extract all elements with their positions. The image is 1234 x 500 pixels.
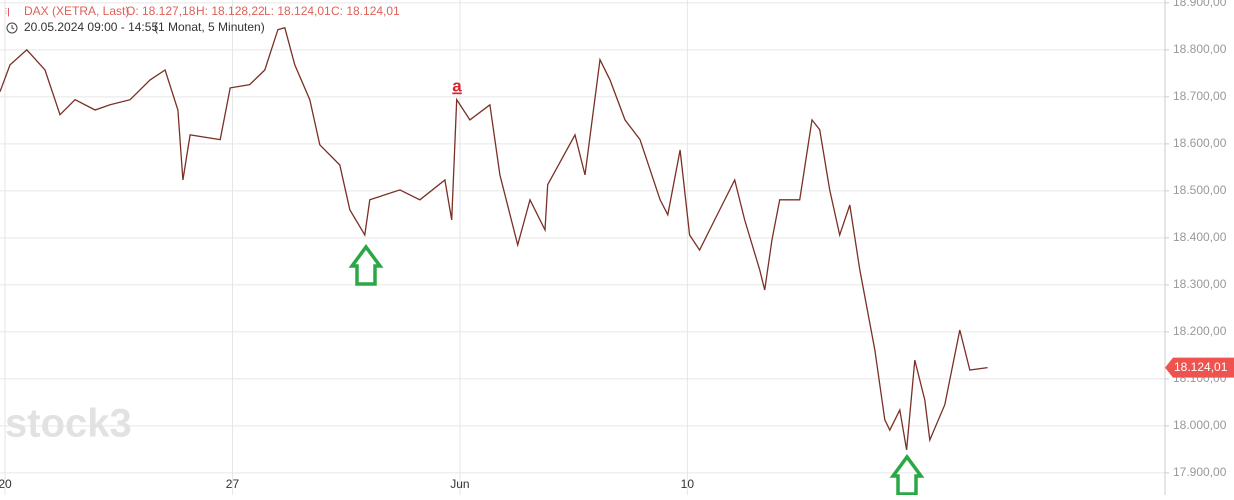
arrow-up [348,244,384,286]
y-tick-label: 18.700,00 [1173,89,1227,103]
x-tick-label: 20 [0,477,12,491]
period: 20.05.2024 09:00 - 14:55 [24,20,158,34]
ohlc: C: 18.124,01 [331,4,400,18]
clock-icon [11,25,15,30]
header: ⫶| DAX (XETRA, Last) O: 18.127,18 H: 18.… [5,4,400,34]
icon: ⫶| [5,6,10,16]
y-tick-label: 18.600,00 [1173,136,1227,150]
instrument: DAX (XETRA, Last) [24,4,129,18]
ohlc: O: 18.127,18 [126,4,196,18]
current-price-marker [1165,357,1234,378]
ohlc: L: 18.124,01 [264,4,331,18]
x-tick-label: 10 [681,477,695,491]
clock-icon [6,22,18,34]
interval: (1 Monat, 5 Minuten) [154,20,265,34]
y-tick-label: 18.400,00 [1173,230,1227,244]
price-line [0,26,988,451]
y-tick-label: 18.200,00 [1173,324,1227,338]
y-tick-label: 18.500,00 [1173,183,1227,197]
y-tick-label: 17.900,00 [1173,465,1227,479]
watermark: stock3 [5,402,132,446]
y-tick-label: 18.800,00 [1173,42,1227,56]
y-tick-label: 18.300,00 [1173,277,1227,291]
ohlc: H: 18.128,22 [196,4,265,18]
y-tick-label: 18.000,00 [1173,418,1227,432]
y-tick-label: 18.900,00 [1173,0,1227,9]
x-tick-label: 27 [226,477,240,491]
current-price-label: 18.124,01 [1174,360,1228,374]
annotation: a [452,76,462,95]
x-tick-label: Jun [450,477,469,491]
arrow-up [889,454,925,496]
